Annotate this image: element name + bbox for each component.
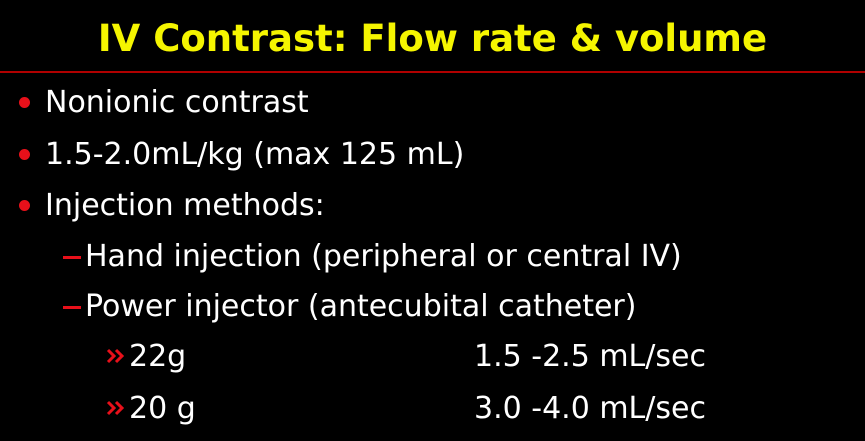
sub-bullet-text: Hand injection (peripheral or central IV… — [85, 239, 682, 274]
rate-text: 3.0 -4.0 mL/sec — [474, 391, 706, 426]
slide-title: IV Contrast: Flow rate & volume — [97, 17, 768, 60]
bullet-marker — [19, 200, 30, 211]
bullet-marker — [19, 149, 30, 160]
bullet-text: Injection methods: — [45, 188, 325, 223]
sub-bullet-marker — [63, 306, 81, 309]
sub-sub-bullet-marker — [106, 348, 125, 364]
gauge-text: 20 g — [129, 391, 196, 426]
sub-sub-bullet-marker — [106, 400, 125, 416]
title-rule — [0, 71, 865, 73]
bullet-text: Nonionic contrast — [45, 85, 309, 120]
bullet-text: 1.5-2.0mL/kg (max 125 mL) — [45, 137, 465, 172]
gauge-text: 22g — [129, 339, 187, 374]
sub-bullet-text: Power injector (antecubital catheter) — [85, 289, 637, 324]
bullet-marker — [19, 97, 30, 108]
rate-text: 1.5 -2.5 mL/sec — [474, 339, 706, 374]
sub-bullet-marker — [63, 256, 81, 259]
